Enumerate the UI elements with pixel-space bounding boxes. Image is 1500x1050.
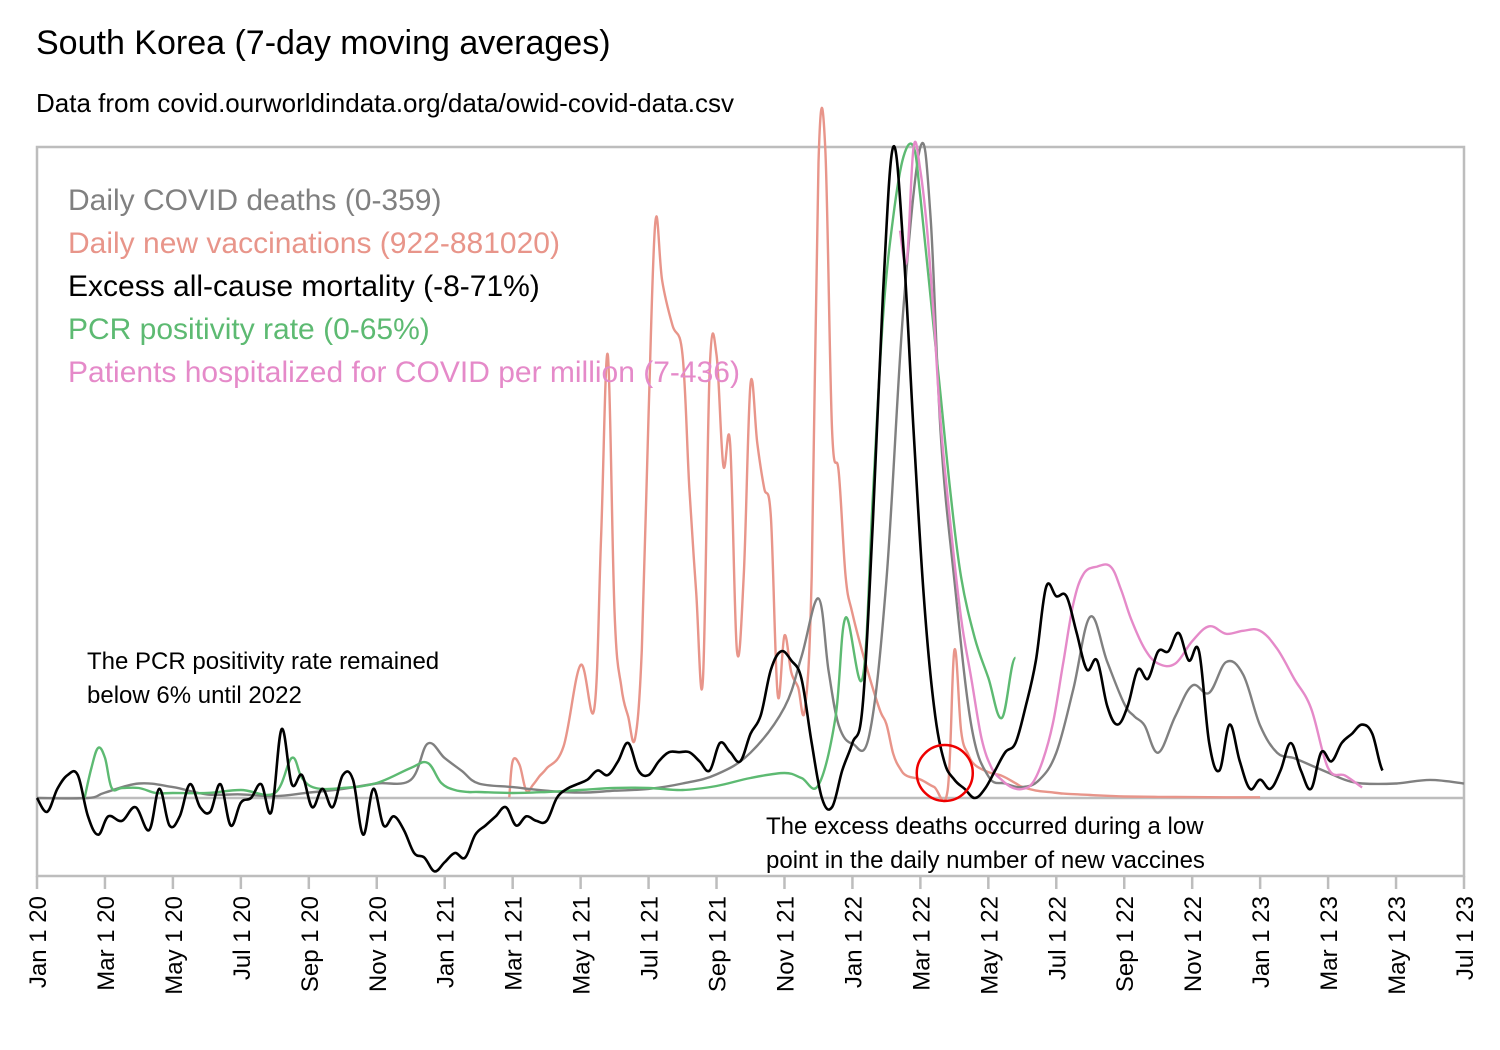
x-tick-label: Sep 1 22	[1112, 896, 1139, 992]
x-tick-label: Jul 1 22	[1044, 896, 1071, 980]
annotation-excess-text: The excess deaths occurred during a low	[766, 813, 1204, 840]
x-tick-label: Jul 1 21	[637, 896, 664, 980]
series-line-patients-hospitalized-for-covid-per-million	[898, 140, 1363, 791]
series-line-pcr-positivity-rate	[83, 142, 1017, 799]
series-line-daily-new-vaccinations	[508, 106, 1261, 802]
x-tick-label: Sep 1 20	[297, 896, 324, 992]
x-tick-label: May 1 22	[976, 896, 1003, 995]
x-tick-label: Jan 1 22	[840, 896, 867, 988]
highlight-circle	[915, 743, 975, 803]
x-tick-label: Mar 1 22	[908, 896, 935, 991]
annotation-excess-text: point in the daily number of new vaccine…	[766, 847, 1205, 874]
x-tick-label: Jan 1 21	[433, 896, 460, 988]
x-tick-label: Nov 1 20	[365, 896, 392, 992]
x-tick-label: Nov 1 21	[772, 896, 799, 992]
legend: Daily COVID deaths (0-359) Daily new vacc…	[68, 184, 740, 389]
plot-border	[35, 145, 1466, 878]
x-tick-label: Nov 1 22	[1180, 896, 1207, 992]
legend-item: Excess all-cause mortality (-8-71%)	[68, 270, 540, 303]
chart-title: South Korea (7-day moving averages)	[36, 24, 611, 62]
legend-item: PCR positivity rate (0-65%)	[68, 313, 430, 346]
x-tick-label: Mar 1 20	[93, 896, 120, 991]
x-axis: Jan 1 20 Mar 1 20 May 1 20 Jul 1 20 Sep 1 20…	[25, 876, 1479, 995]
x-tick-label: May 1 23	[1384, 896, 1411, 995]
x-tick-label: Mar 1 21	[501, 896, 528, 991]
x-tick-label: Jan 1 20	[25, 896, 52, 988]
annotations: The PCR positivity rate remained below 6%…	[87, 648, 1205, 874]
annotation-pcr-text: below 6% until 2022	[87, 682, 302, 709]
plot-frame	[35, 145, 1466, 878]
x-tick-label: Jan 1 23	[1248, 896, 1275, 988]
x-tick-label: May 1 20	[161, 896, 188, 995]
x-tick-label: Mar 1 23	[1316, 896, 1343, 991]
x-tick-label: Jul 1 23	[1452, 896, 1479, 980]
series-lines	[35, 106, 1465, 873]
x-tick-label: Sep 1 21	[705, 896, 732, 992]
legend-item: Daily COVID deaths (0-359)	[68, 184, 441, 217]
chart-subtitle: Data from covid.ourworldindata.org/data/…	[36, 88, 735, 118]
annotation-pcr-text: The PCR positivity rate remained	[87, 648, 439, 675]
series-line-excess-all-cause-mortality	[35, 145, 1384, 873]
legend-item: Daily new vaccinations (922-881020)	[68, 227, 560, 260]
legend-item: Patients hospitalized for COVID per mill…	[68, 356, 740, 389]
x-tick-label: May 1 21	[569, 896, 596, 995]
x-tick-label: Jul 1 20	[229, 896, 256, 980]
